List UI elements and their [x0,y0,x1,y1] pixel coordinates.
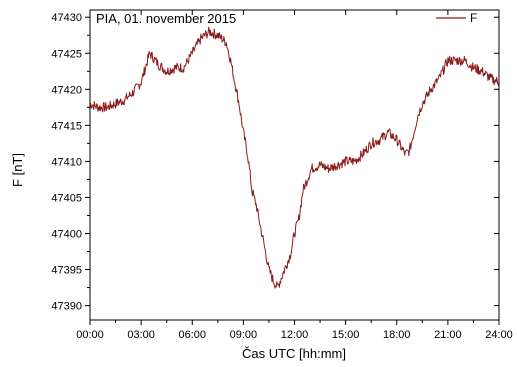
data-point [379,139,381,141]
data-point [217,34,219,36]
data-point [247,153,249,155]
data-point [328,168,330,170]
data-point [307,179,309,181]
x-tick-label: 18:00 [383,329,411,341]
data-point [98,107,100,109]
y-tick-label: 47390 [51,301,82,313]
data-point [277,287,279,289]
data-point [255,204,257,206]
data-point [447,60,449,62]
y-tick-label: 47395 [51,265,82,277]
axes: 00:00 03:00 06:00 09:00 12:00 15:00 18:00 21:00… [51,9,513,341]
x-tick-label: 21:00 [434,329,462,341]
x-tick-label: 15:00 [332,329,360,341]
legend: F [436,11,477,25]
data-point [268,269,270,271]
plot-area [89,26,500,289]
data-point [149,53,151,55]
data-point [473,67,475,69]
data-point [174,67,176,69]
data-point [183,67,185,69]
data-point [464,60,466,62]
data-point [370,143,372,145]
x-tick-label: 03:00 [127,329,155,341]
data-point [106,107,108,109]
y-tick-label: 47400 [51,228,82,240]
data-point [336,164,338,166]
y-tick-label: 47415 [51,120,82,132]
data-point [298,218,300,220]
y-axis-label: F [nT] [10,153,25,187]
x-tick-label: 06:00 [178,329,206,341]
data-point [145,67,147,69]
data-point [422,103,424,105]
y-tick-label: 47425 [51,48,82,60]
x-tick-label: 12:00 [281,329,309,341]
data-point [260,226,262,228]
data-point [302,189,304,191]
data-point [405,153,407,155]
x-axis-label: Čas UTC [hh:mm] [242,346,346,361]
data-point [362,153,364,155]
data-point [234,81,236,83]
data-point [490,78,492,80]
data-point [238,103,240,105]
data-point [209,31,211,33]
data-point [294,233,296,235]
x-tick-label: 24:00 [485,329,513,341]
data-point [456,60,458,62]
y-tick-label: 47405 [51,192,82,204]
data-point [132,92,134,94]
data-point [200,38,202,40]
data-point [430,89,432,91]
y-tick-label: 47420 [51,84,82,96]
data-point [243,132,245,134]
legend-label-f: F [470,11,477,25]
data-point [417,114,419,116]
x-tick-label: 09:00 [230,329,258,341]
data-point [481,71,483,73]
data-point [409,150,411,152]
data-point [289,254,291,256]
data-point [192,53,194,55]
data-point [115,103,117,105]
data-point [439,78,441,80]
data-point [226,42,228,44]
data-point [281,276,283,278]
chart-annotation: PIA, 01. november 2015 [96,11,236,26]
data-point [140,81,142,83]
data-point [123,99,125,101]
data-point [264,247,266,249]
data-point [387,132,389,134]
data-point [272,280,274,282]
x-tick-label: 00:00 [76,329,104,341]
data-point [230,60,232,62]
y-tick-label: 47410 [51,156,82,168]
data-point [353,161,355,163]
series-line-f [89,26,500,289]
data-point [311,168,313,170]
y-tick-label: 47430 [51,12,82,24]
data-point [345,161,347,163]
data-point [251,189,253,191]
data-point [396,139,398,141]
data-point [166,71,168,73]
data-point [319,164,321,166]
data-point [413,132,415,134]
data-point [157,63,159,65]
data-point [285,265,287,267]
